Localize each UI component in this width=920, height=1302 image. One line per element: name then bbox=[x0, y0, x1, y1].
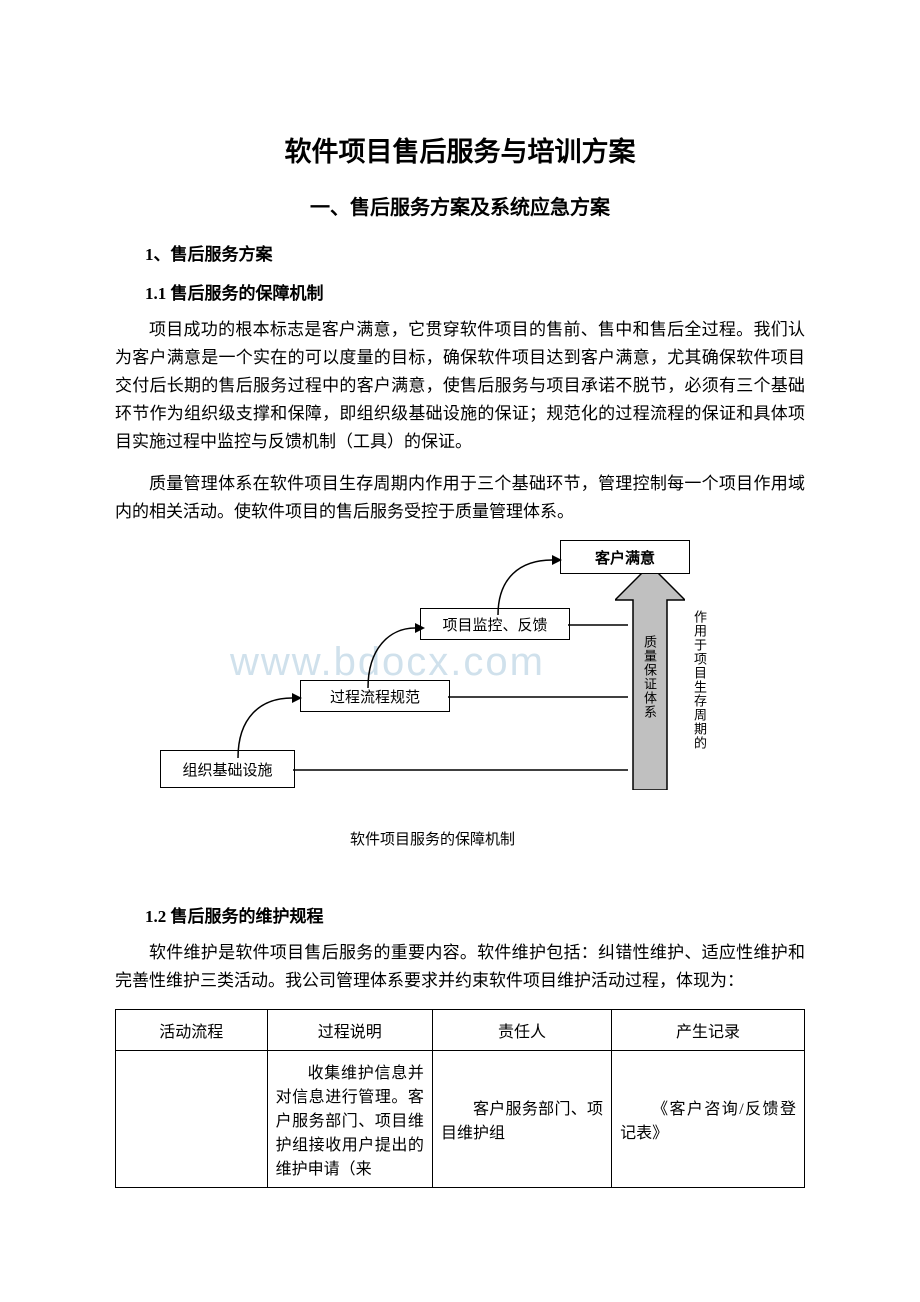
cell-activity bbox=[116, 1051, 268, 1188]
connector-arrow-icon bbox=[360, 618, 440, 698]
connector-arrow-icon bbox=[230, 688, 310, 768]
table-header-row: 活动流程 过程说明 责任人 产生记录 bbox=[116, 1010, 805, 1051]
cell-owner: 客户服务部门、项目维护组 bbox=[432, 1051, 611, 1188]
table-row: 收集维护信息并对信息进行管理。客户服务部门、项目维护组接收用户提出的维护申请（来… bbox=[116, 1051, 805, 1188]
flow-diagram: www.bdocx.com 质量保证体系 作用于项目生存周期的 客户满意 项目监… bbox=[160, 540, 760, 870]
section-heading: 一、售后服务方案及系统应急方案 bbox=[115, 191, 805, 220]
cell-desc: 收集维护信息并对信息进行管理。客户服务部门、项目维护组接收用户提出的维护申请（来 bbox=[267, 1051, 432, 1188]
hline-icon bbox=[448, 695, 628, 699]
connector-arrow-icon bbox=[490, 550, 570, 625]
box-goal: 客户满意 bbox=[560, 540, 690, 574]
th-activity: 活动流程 bbox=[116, 1010, 268, 1051]
arrow-label-outer: 作用于项目生存周期的 bbox=[690, 610, 709, 750]
heading-1: 1、售后服务方案 bbox=[115, 240, 805, 265]
hline-icon bbox=[293, 768, 628, 772]
th-record: 产生记录 bbox=[612, 1010, 805, 1051]
cell-record: 《客户咨询/反馈登记表》 bbox=[612, 1051, 805, 1188]
paragraph-2: 质量管理体系在软件项目生存周期内作用于三个基础环节，管理控制每一个项目作用域内的… bbox=[115, 470, 805, 526]
paragraph-1: 项目成功的根本标志是客户满意，它贯穿软件项目的售前、售中和售后全过程。我们认为客… bbox=[115, 316, 805, 456]
maintenance-table: 活动流程 过程说明 责任人 产生记录 收集维护信息并对信息进行管理。客户服务部门… bbox=[115, 1009, 805, 1188]
heading-1-2: 1.2 售后服务的维护规程 bbox=[115, 902, 805, 927]
th-desc: 过程说明 bbox=[267, 1010, 432, 1051]
hline-icon bbox=[568, 623, 628, 627]
document-title: 软件项目售后服务与培训方案 bbox=[115, 130, 805, 169]
th-owner: 责任人 bbox=[432, 1010, 611, 1051]
arrow-label-inner: 质量保证体系 bbox=[640, 635, 659, 719]
heading-1-1: 1.1 售后服务的保障机制 bbox=[115, 279, 805, 304]
paragraph-3: 软件维护是软件项目售后服务的重要内容。软件维护包括：纠错性维护、适应性维护和完善… bbox=[115, 939, 805, 995]
diagram-caption: 软件项目服务的保障机制 bbox=[350, 828, 515, 849]
